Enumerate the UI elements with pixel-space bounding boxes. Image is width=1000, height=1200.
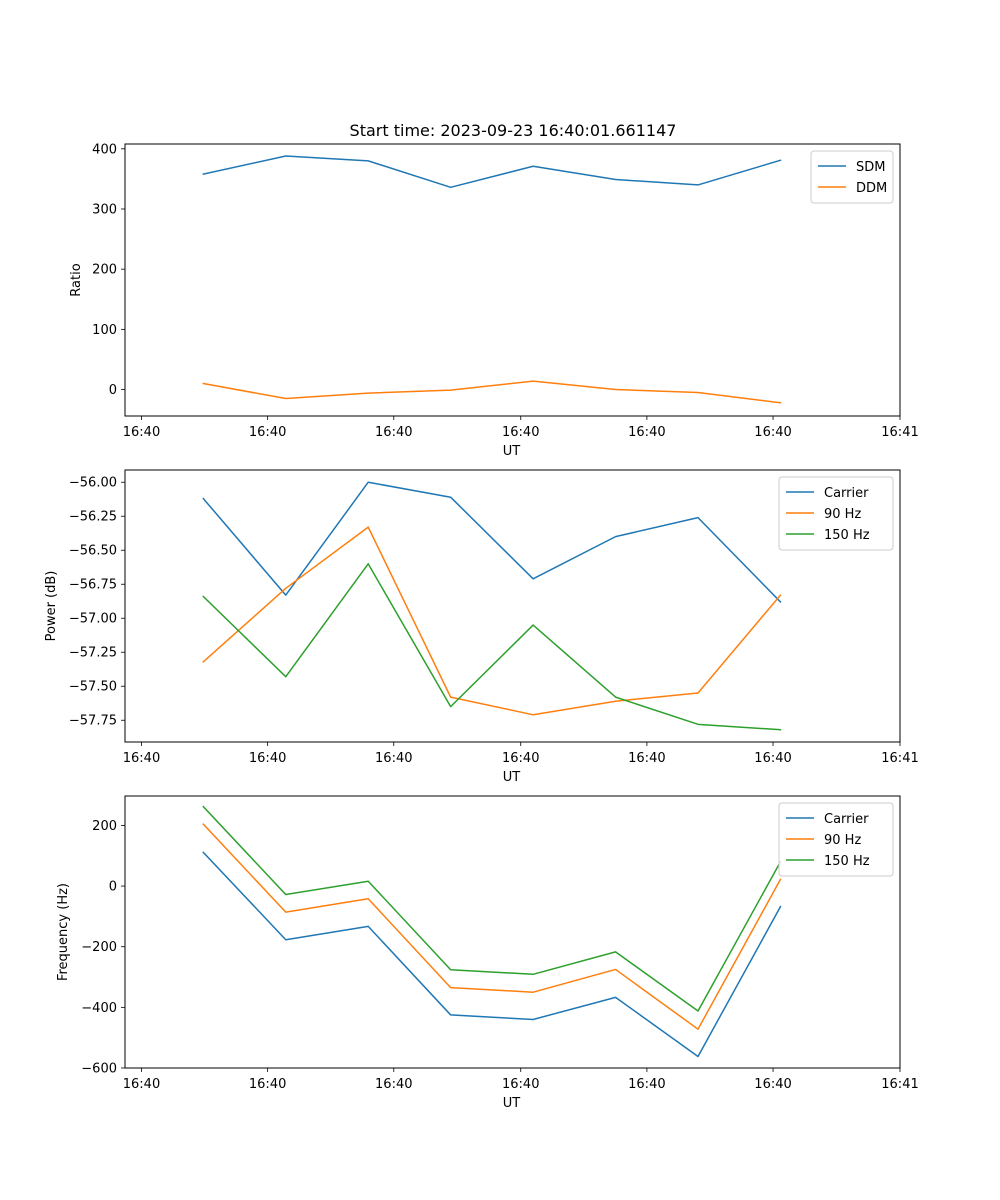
y-tick-label: −56.00 [69,476,117,491]
y-tick-label: −57.25 [69,646,117,661]
x-tick-label: 16:40 [628,425,665,440]
legend-label: SDM [856,160,885,175]
chart-title: Start time: 2023-09-23 16:40:01.661147 [350,121,677,140]
series-line-150-hz [202,563,782,731]
y-tick-label: −56.25 [69,510,117,525]
series-line-carrier [202,481,782,603]
y-tick-label: 200 [92,819,117,834]
axes-frame [124,143,901,417]
axes-frame [124,469,901,743]
x-tick-label: 16:41 [881,425,918,440]
legend-label: 90 Hz [824,833,861,848]
x-tick-label: 16:41 [881,751,918,766]
x-tick-label: 16:40 [502,751,539,766]
y-tick-label: 200 [92,263,117,278]
x-tick-label: 16:40 [754,1077,791,1092]
x-axis-label: UT [503,1096,521,1111]
x-tick-label: 16:40 [628,751,665,766]
series-line-carrier [202,851,782,1058]
x-tick-label: 16:40 [123,751,160,766]
y-tick-label: 400 [92,142,117,157]
y-axis-label: Power (dB) [44,571,59,642]
y-axis-label: Frequency (Hz) [56,883,71,981]
legend-box [778,476,894,551]
legend-label: 90 Hz [824,507,861,522]
x-tick-label: 16:40 [123,1077,160,1092]
x-axis-label: UT [503,770,521,785]
x-tick-label: 16:40 [754,751,791,766]
x-tick-label: 16:40 [628,1077,665,1092]
chart-panel-1: 16:40 16:40 16:40 16:40 16:40 16:40 16:41 400 30… [69,142,919,459]
series-line-ddm [202,380,782,404]
x-tick-label: 16:40 [375,1077,412,1092]
x-axis-label: UT [503,444,521,459]
y-tick-label: 300 [92,202,117,217]
x-tick-label: 16:40 [375,425,412,440]
chart-panels: 16:40 16:40 16:40 16:40 16:40 16:40 16:41 400 30… [44,142,919,1111]
y-tick-label: −56.75 [69,578,117,593]
y-tick-label: −200 [81,940,117,955]
y-tick-label: 0 [109,880,117,895]
legend-label: 150 Hz [824,528,870,543]
y-tick-label: −57.75 [69,714,117,729]
series-line-sdm [202,155,782,189]
x-tick-label: 16:40 [754,425,791,440]
x-tick-label: 16:40 [249,425,286,440]
legend-label: Carrier [824,812,869,827]
legend: Carrier 90 Hz 150 Hz [778,476,894,551]
y-tick-label: 100 [92,323,117,338]
axes-frame [124,795,901,1069]
series-line-90-hz [202,823,782,1030]
legend-label: DDM [856,181,887,196]
x-tick-label: 16:41 [881,1077,918,1092]
x-tick-label: 16:40 [375,751,412,766]
y-tick-label: −400 [81,1001,117,1016]
chart-panel-3: 16:40 16:40 16:40 16:40 16:40 16:40 16:41 200 0 −… [56,795,919,1111]
legend: SDM DDM [810,150,894,204]
y-tick-label: −57.00 [69,612,117,627]
y-tick-label: 0 [109,383,117,398]
y-tick-label: −56.50 [69,544,117,559]
series-line-150-hz [202,805,782,1012]
series-line-90-hz [202,526,782,716]
legend-label: Carrier [824,486,869,501]
legend: Carrier 90 Hz 150 Hz [778,802,894,877]
x-tick-label: 16:40 [502,425,539,440]
x-tick-label: 16:40 [249,1077,286,1092]
x-tick-label: 16:40 [502,1077,539,1092]
y-tick-label: −600 [81,1062,117,1077]
x-tick-label: 16:40 [123,425,160,440]
legend-box [810,150,894,204]
y-axis-label: Ratio [69,263,84,296]
y-tick-label: −57.50 [69,680,117,695]
legend-box [778,802,894,877]
legend-label: 150 Hz [824,854,870,869]
x-tick-label: 16:40 [249,751,286,766]
chart-panel-2: 16:40 16:40 16:40 16:40 16:40 16:40 16:41 −56.0… [44,469,919,785]
